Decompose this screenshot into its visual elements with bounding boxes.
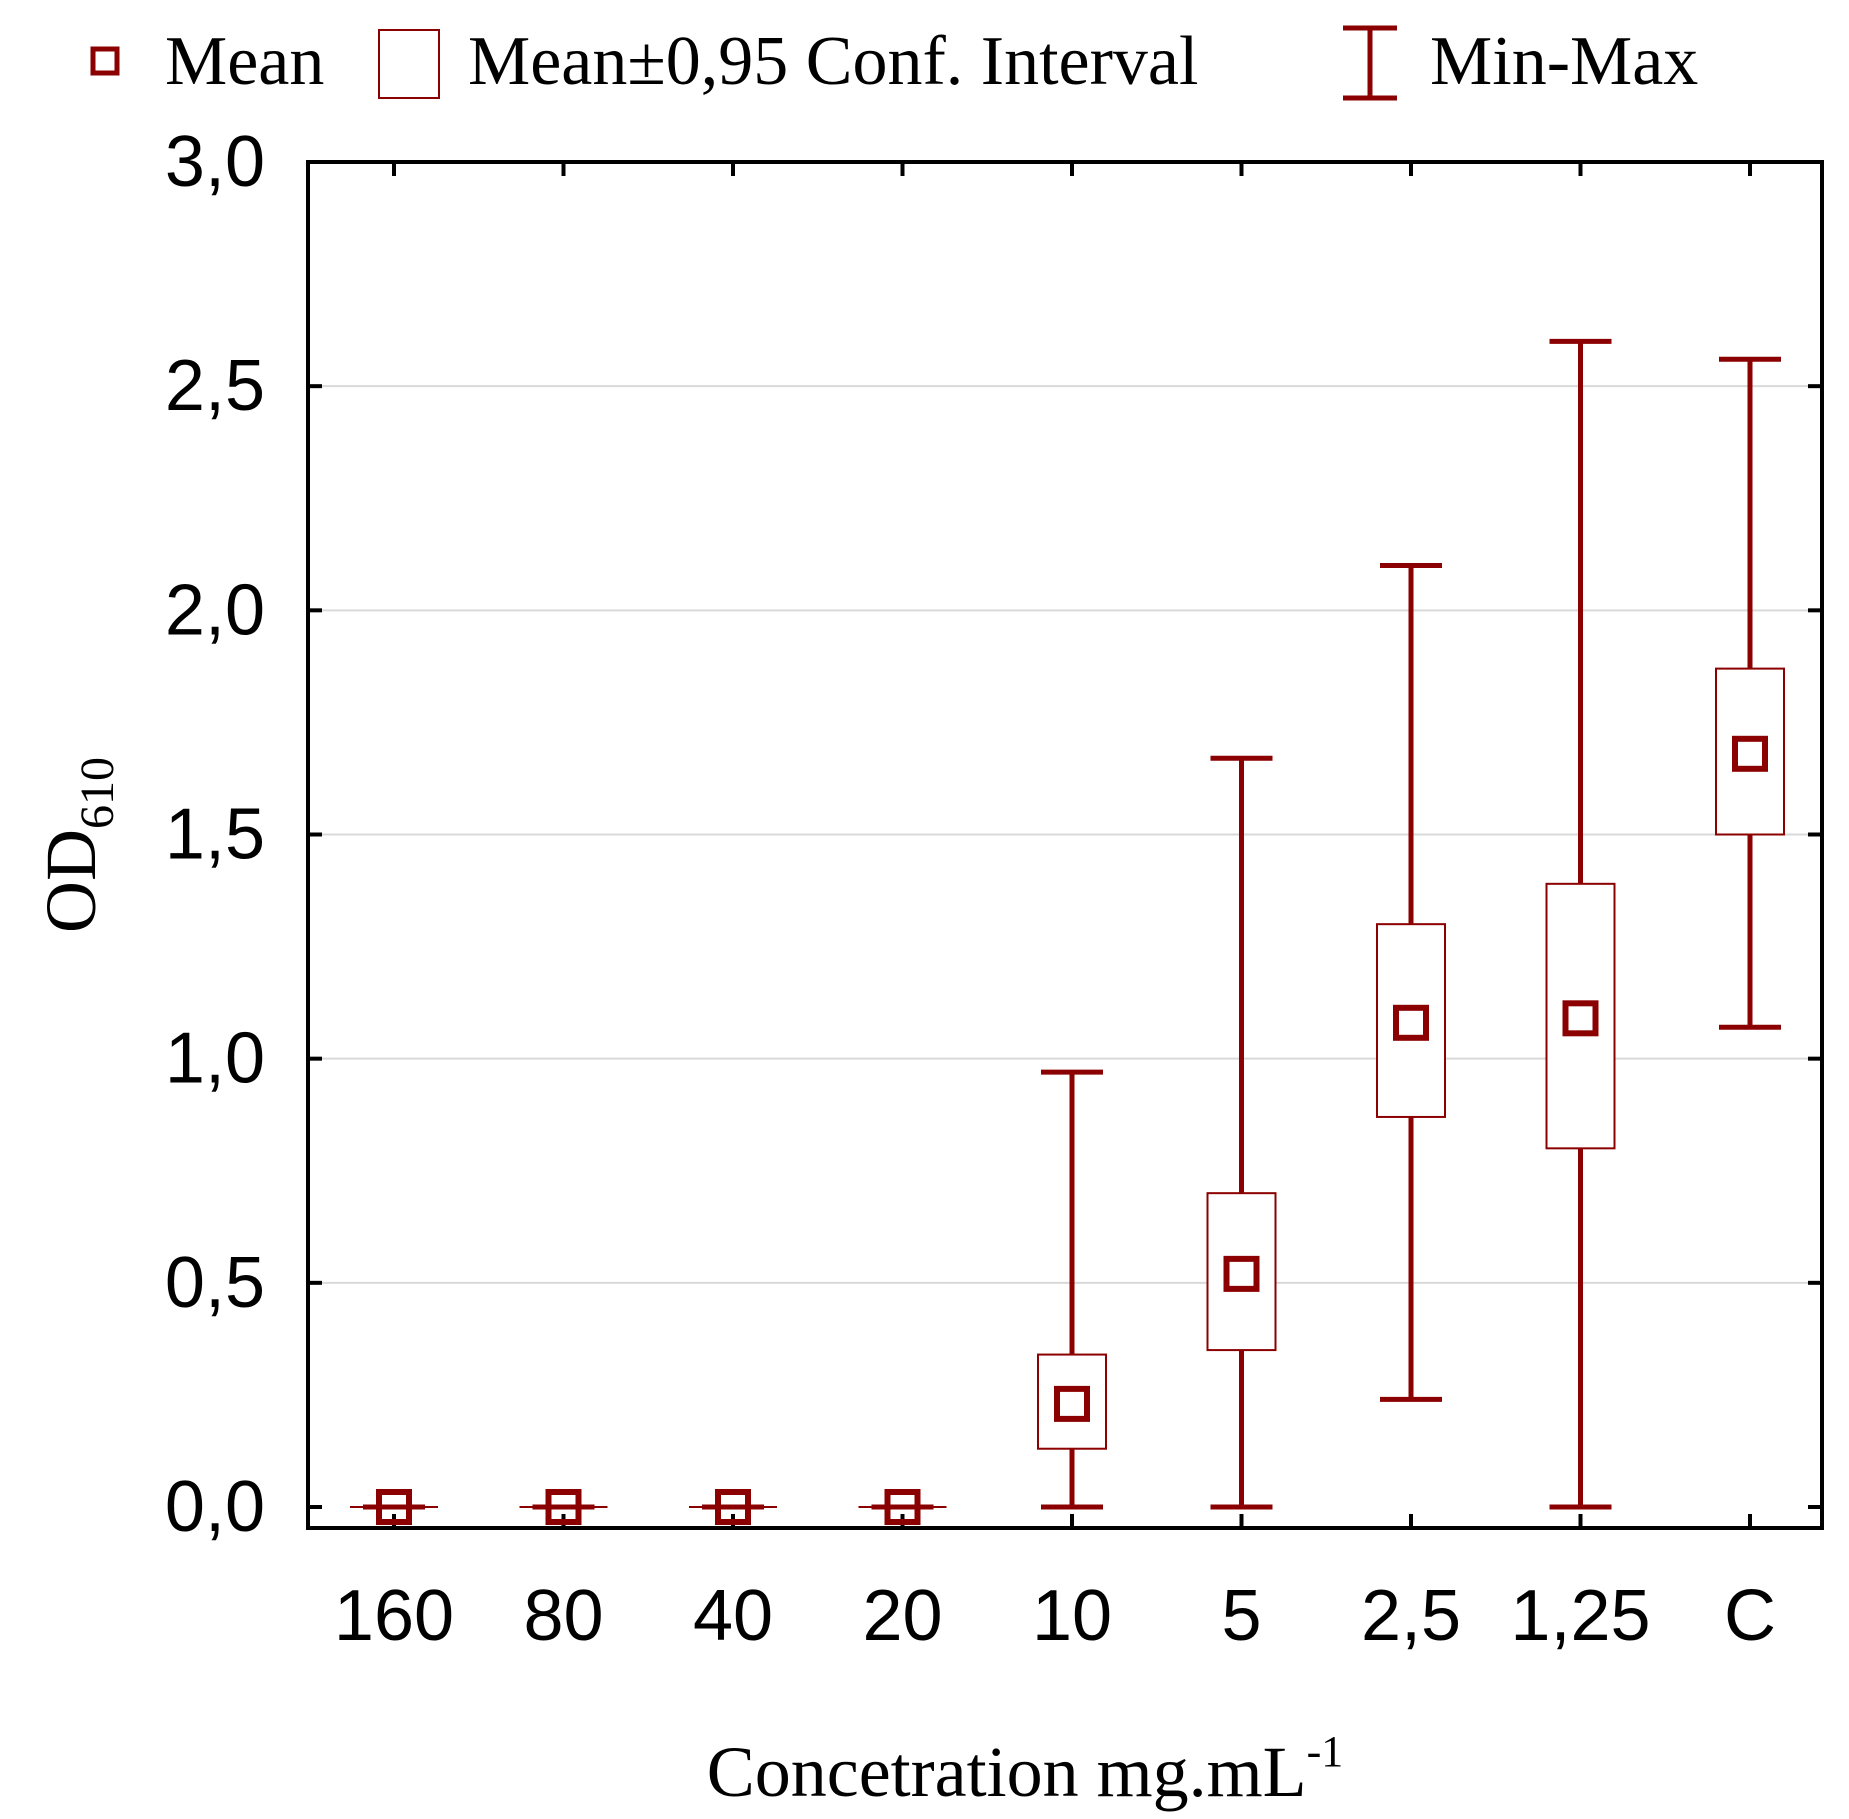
ci-box [1376, 923, 1446, 1118]
ci-box [1715, 667, 1785, 836]
y-tick-label: 1,0 [165, 1019, 265, 1099]
ci-box [1037, 1353, 1107, 1450]
gridlines [308, 385, 1822, 1284]
category-group [1206, 755, 1277, 1510]
y-tick-label: 2,5 [165, 346, 265, 426]
data-marks [350, 338, 1785, 1525]
mean-marker [715, 1489, 751, 1525]
category-group [350, 1489, 438, 1525]
legend-minmax-icon [1343, 25, 1397, 101]
legend: Mean Mean±0,95 Conf. Interval Min-Max [90, 23, 1698, 101]
mean-marker [1054, 1385, 1090, 1422]
legend-ci-label: Mean±0,95 Conf. Interval [468, 23, 1198, 100]
y-tick-label: 1,5 [165, 795, 265, 875]
x-tick-label: 10 [1032, 1576, 1112, 1656]
x-tick-label: 160 [334, 1576, 454, 1656]
x-axis-title: Concetration mg.mL-1 [707, 1727, 1344, 1812]
plot-frame [306, 160, 1824, 1530]
mean-marker [545, 1489, 582, 1525]
x-tick-label: 5 [1221, 1576, 1261, 1656]
y-tick-label: 0,5 [165, 1243, 265, 1323]
legend-ci-icon [378, 29, 440, 99]
x-tick-label: 40 [693, 1576, 773, 1656]
y-tick-label: 2,0 [165, 570, 265, 650]
x-tick-label: 80 [523, 1576, 603, 1656]
x-axis: 160 80 40 20 10 5 2,5 1,25 C [334, 162, 1776, 1656]
mean-marker [376, 1489, 412, 1525]
mean-marker [1562, 1000, 1599, 1037]
mean-marker [884, 1489, 921, 1525]
category-group [1545, 338, 1616, 1510]
mean-marker [1732, 735, 1768, 772]
category-group [1037, 1069, 1107, 1510]
legend-mean-label: Mean [165, 23, 324, 100]
legend-mean-icon [90, 46, 120, 76]
category-group [858, 1489, 947, 1525]
ci-box [1545, 882, 1616, 1150]
category-group [1376, 563, 1446, 1402]
category-group [689, 1489, 777, 1525]
legend-minmax-label: Min-Max [1430, 23, 1698, 100]
x-tick-label: 1,25 [1510, 1576, 1650, 1656]
y-tick-label: 0,0 [165, 1467, 265, 1547]
x-tick-label: 20 [862, 1576, 942, 1656]
y-tick-label: 3,0 [165, 122, 265, 202]
x-tick-label: C [1724, 1576, 1776, 1656]
y-axis-title: OD610 [31, 757, 124, 933]
mean-marker [1393, 1004, 1429, 1041]
ci-box [1206, 1192, 1277, 1352]
x-tick-label: 2,5 [1361, 1576, 1461, 1656]
category-group [1715, 356, 1785, 1030]
mean-marker [1223, 1255, 1260, 1292]
y-axis: 0,0 0,5 1,0 1,5 2,0 2,5 3,0 [165, 122, 1822, 1547]
category-group [519, 1489, 608, 1525]
